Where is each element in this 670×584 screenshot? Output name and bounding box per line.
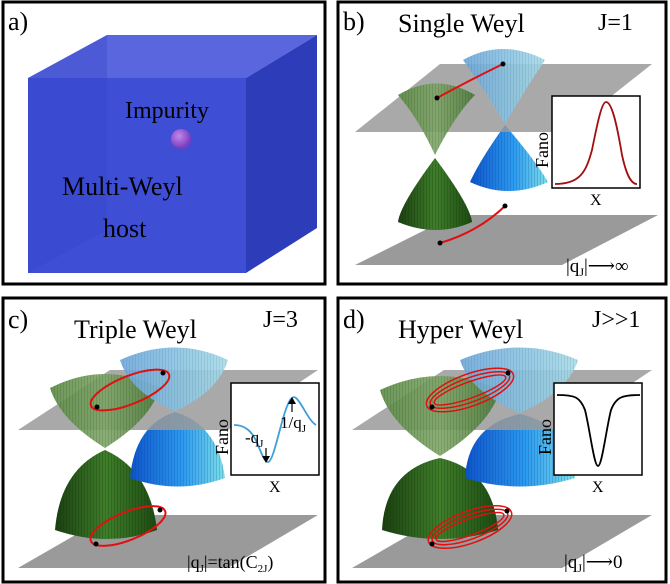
bottom-orbit — [439, 205, 506, 244]
inset-c-ylabel: Fano — [212, 419, 232, 455]
lower-blue-cone-hatch — [465, 414, 575, 487]
minus-q-label: -qJ — [245, 428, 264, 450]
host-box-side — [246, 35, 317, 273]
panel-d-letter: d) — [343, 305, 365, 334]
bottom-point-1 — [437, 240, 443, 246]
bottom-point-2 — [504, 508, 510, 514]
host-box-front — [28, 78, 246, 273]
inset-d-xlabel: X — [592, 479, 604, 496]
inset-c-xlabel: X — [269, 479, 281, 496]
panel-b-letter: b) — [343, 7, 365, 36]
panel-d-j: J>>1 — [592, 307, 640, 333]
inset-b-curve — [554, 101, 638, 185]
host-box-inner — [28, 35, 107, 273]
bottom-orbits — [427, 504, 513, 550]
top-point-2 — [505, 370, 511, 376]
panel-c-title: Triple Weyl — [74, 315, 197, 344]
inset-d-ylabel: Fano — [535, 419, 555, 455]
impurity-sphere — [171, 129, 191, 149]
lower-blue-cone-hatch — [130, 412, 225, 487]
panel-d-title: Hyper Weyl — [398, 315, 523, 344]
inset-d-curve — [556, 394, 641, 467]
panel-b: Fano X b) Single Weyl J=1 |qJ|⟶∞ — [336, 0, 668, 286]
inset-c-curve — [233, 396, 317, 463]
bottom-orbit — [89, 505, 167, 547]
inset-d — [553, 382, 643, 476]
upper-green-cone-hatch — [398, 83, 475, 155]
top-orbits — [425, 367, 515, 413]
panel-c-letter: c) — [8, 305, 28, 334]
host-label-line2: host — [103, 214, 147, 243]
top-point-2 — [500, 61, 506, 67]
top-point-1 — [429, 404, 435, 410]
panel-b-title: Single Weyl — [398, 9, 525, 38]
top-point-1 — [434, 95, 440, 101]
upper-blue-cone-hatch — [463, 49, 545, 124]
bottom-point-1 — [93, 541, 99, 547]
upper-blue-cone-hatch — [120, 347, 228, 411]
upper-blue-cone-hatch — [460, 347, 578, 413]
panel-c-formula: |qJ|=tan(C2J) — [187, 552, 273, 575]
inset-b-xlabel: X — [590, 192, 602, 209]
upper-green-cone-hatch — [380, 376, 500, 456]
bottom-point-2 — [157, 507, 163, 513]
lower-blue-cone-hatch — [470, 125, 548, 191]
inv-q-label: 1/qJ — [280, 413, 307, 435]
panel-b-j: J=1 — [598, 10, 633, 36]
top-orbit — [89, 368, 171, 412]
panel-c: -qJ 1/qJ Fano X c) Triple Weyl J=3 |qJ|=… — [1, 296, 327, 584]
panel-a-letter: a) — [8, 7, 28, 36]
bottom-point-2 — [502, 203, 508, 209]
top-orbit — [436, 63, 504, 99]
top-point-1 — [94, 404, 100, 410]
lower-green-cone-hatch — [398, 158, 472, 230]
host-box-top — [28, 35, 317, 78]
panel-b-limit: |qJ|⟶∞ — [566, 256, 629, 279]
inv-q-arrowhead — [288, 397, 296, 404]
top-point-2 — [160, 370, 166, 376]
minus-q-arrowhead — [262, 456, 270, 463]
panel-d-limit: |qJ|⟶0 — [564, 552, 623, 575]
inset-b-ylabel: Fano — [532, 132, 552, 168]
impurity-label: Impurity — [125, 98, 209, 124]
panel-d: Fano X d) Hyper Weyl J>>1 |qJ|⟶0 — [336, 296, 668, 584]
panel-c-j: J=3 — [263, 307, 298, 333]
panel-a: a) Impurity Multi-Weyl host — [1, 0, 327, 286]
bottom-point-1 — [429, 541, 435, 547]
host-label-line1: Multi-Weyl — [62, 172, 183, 201]
inset-b — [551, 95, 641, 189]
